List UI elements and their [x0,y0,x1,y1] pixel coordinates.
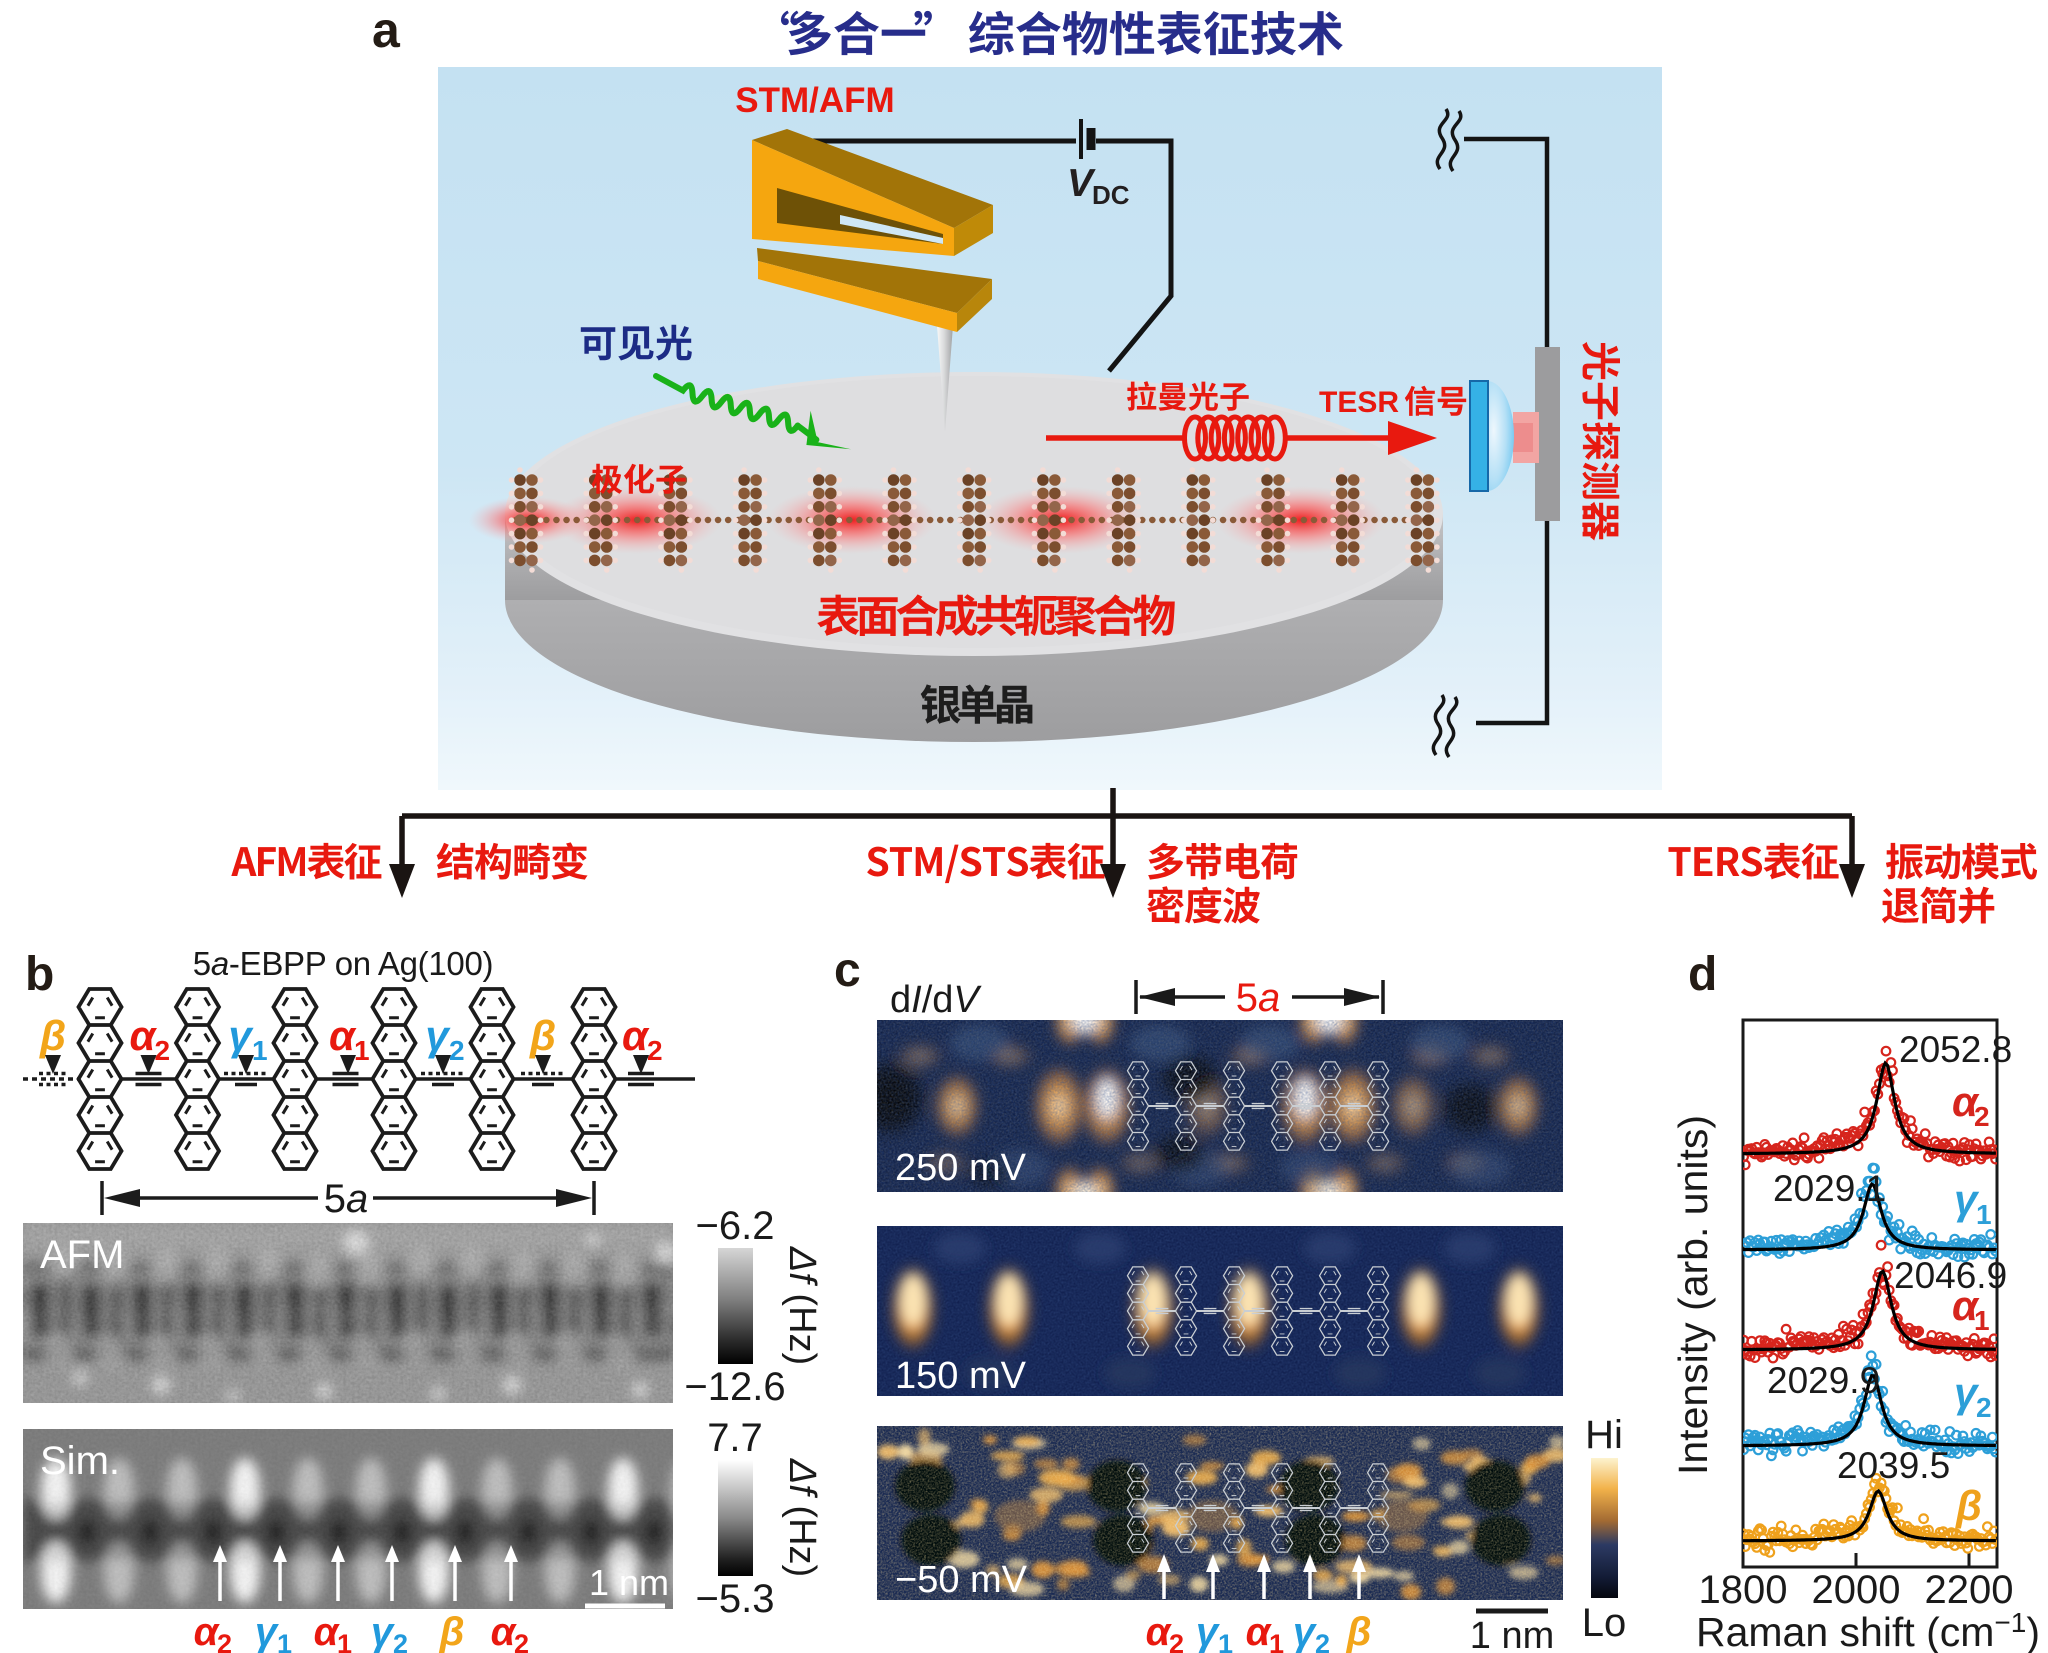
svg-text:1: 1 [1974,1305,1990,1336]
svg-text:α: α [129,1012,157,1059]
svg-text:2: 2 [393,1629,408,1653]
svg-text:2: 2 [647,1035,663,1066]
svg-text:2039.5: 2039.5 [1837,1445,1950,1486]
svg-text:2: 2 [1974,1101,1990,1132]
svg-text:d: d [1688,948,1717,1001]
svg-text:2029.9: 2029.9 [1767,1360,1880,1401]
svg-text:α: α [1246,1610,1273,1653]
svg-text:1 nm: 1 nm [589,1562,669,1603]
svg-text:α: α [1952,1282,1980,1329]
svg-text:2200: 2200 [1925,1568,2014,1612]
svg-text:2: 2 [217,1629,232,1653]
svg-text:2: 2 [155,1035,171,1066]
svg-text:a: a [372,2,401,58]
svg-text:TESR: TESR [1319,386,1399,419]
svg-text:α: α [194,1610,221,1653]
svg-text:γ: γ [1954,1176,1980,1223]
svg-text:Sim.: Sim. [40,1439,120,1483]
svg-text:1: 1 [1976,1199,1992,1230]
svg-text:250 mV: 250 mV [895,1147,1027,1189]
svg-text:2000: 2000 [1812,1568,1901,1612]
svg-text:α: α [329,1012,357,1059]
svg-text:γ: γ [1293,1610,1318,1653]
svg-text:β: β [39,1012,66,1059]
svg-text:b: b [25,948,54,1001]
svg-text:2029.1: 2029.1 [1773,1168,1886,1209]
svg-text:2: 2 [1169,1629,1184,1653]
svg-text:AFM: AFM [40,1233,124,1277]
svg-text:V: V [1067,162,1096,205]
svg-text:−5.3: −5.3 [696,1577,775,1621]
svg-text:β: β [1346,1610,1372,1653]
svg-text:1: 1 [252,1035,268,1066]
svg-text:5a-EBPP on Ag(100): 5a-EBPP on Ag(100) [193,948,493,982]
svg-text:150 mV: 150 mV [895,1355,1027,1397]
svg-text:Intensity (arb. units): Intensity (arb. units) [1670,1115,1716,1475]
svg-text:Δf (Hz): Δf (Hz) [781,1246,818,1365]
svg-text:γ: γ [255,1610,280,1653]
svg-text:α: α [622,1012,650,1059]
svg-text:STM/AFM: STM/AFM [735,81,894,120]
svg-text:2: 2 [1976,1392,1992,1423]
svg-text:2046.9: 2046.9 [1894,1255,2007,1296]
svg-text:1: 1 [354,1035,370,1066]
svg-text:−6.2: −6.2 [696,1204,775,1248]
svg-text:1: 1 [1218,1629,1233,1653]
svg-text:α: α [491,1610,518,1653]
svg-text:−12.6: −12.6 [684,1365,785,1409]
svg-text:1 nm: 1 nm [1470,1615,1554,1653]
svg-text:2: 2 [514,1629,529,1653]
svg-text:α: α [1952,1078,1980,1125]
svg-text:dI/dV: dI/dV [890,979,982,1021]
svg-text:−50 mV: −50 mV [895,1559,1028,1601]
svg-text:DC: DC [1092,180,1130,210]
svg-text:Lo: Lo [1582,1601,1627,1645]
svg-text:2: 2 [449,1035,465,1066]
svg-text:1800: 1800 [1699,1568,1788,1612]
svg-text:β: β [529,1012,556,1059]
svg-text:γ: γ [425,1012,451,1059]
svg-text:2: 2 [1315,1629,1330,1653]
svg-text:Raman shift (cm−1): Raman shift (cm−1) [1696,1607,2040,1653]
svg-text:2052.8: 2052.8 [1899,1029,2012,1070]
svg-text:7.7: 7.7 [707,1416,763,1460]
svg-text:β: β [439,1610,465,1653]
svg-text:Hi: Hi [1585,1413,1623,1457]
svg-text:1: 1 [1269,1629,1284,1653]
svg-text:1: 1 [337,1629,352,1653]
svg-text:γ: γ [228,1012,254,1059]
svg-text:1: 1 [277,1629,292,1653]
svg-text:c: c [834,948,861,997]
svg-text:γ: γ [1196,1610,1221,1653]
svg-text:5a: 5a [1236,976,1281,1020]
svg-text:β: β [1955,1482,1982,1529]
svg-text:γ: γ [1954,1369,1980,1416]
svg-text:γ: γ [371,1610,396,1653]
svg-text:α: α [1146,1610,1173,1653]
svg-text:α: α [314,1610,341,1653]
svg-text:5a: 5a [324,1177,369,1221]
svg-text:Δf (Hz): Δf (Hz) [781,1458,818,1577]
